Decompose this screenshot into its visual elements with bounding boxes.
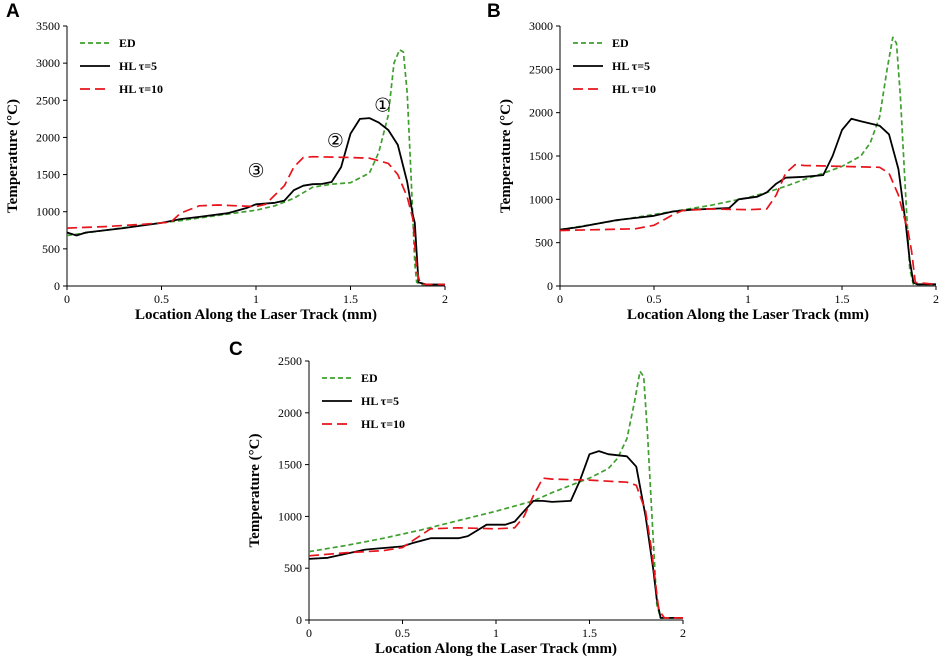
panel-label-c: C (229, 339, 243, 360)
x-tick-label-a: 1 (253, 292, 259, 306)
y-tick-label-a: 0 (54, 279, 60, 293)
y-tick-label-b: 3000 (529, 19, 553, 33)
y-tick-label-a: 500 (42, 242, 60, 256)
legend-label-c-0: ED (361, 371, 378, 385)
series-line-c-1 (308, 450, 683, 619)
x-tick-label-c: 1 (493, 626, 499, 640)
y-axis-label-b: Temperature (°C) (498, 99, 514, 213)
x-tick-label-b: 1.5 (835, 292, 850, 306)
x-tick-label-a: 0.5 (154, 292, 169, 306)
legend-label-b-1: HL τ=5 (612, 59, 650, 73)
x-tick-label-c: 0.5 (395, 626, 410, 640)
y-tick-label-a: 3000 (36, 56, 60, 70)
series-line-a-0 (66, 48, 445, 286)
panel-label-a: A (6, 1, 20, 22)
x-axis-label-c: Location Along the Laser Track (mm) (375, 641, 617, 657)
legend-label-a-2: HL τ=10 (119, 82, 163, 96)
legend-label-c-1: HL τ=5 (361, 394, 399, 408)
y-tick-label-c: 0 (296, 613, 302, 627)
y-tick-label-a: 1500 (36, 168, 60, 182)
y-tick-label-c: 500 (284, 561, 302, 575)
annotation-a-1: ② (327, 131, 344, 152)
x-tick-label-a: 1.5 (343, 292, 358, 306)
y-tick-label-a: 1000 (36, 205, 60, 219)
x-tick-label-b: 1 (745, 292, 751, 306)
y-tick-label-b: 2500 (529, 62, 553, 76)
y-tick-label-b: 2000 (529, 106, 553, 120)
series-line-a-1 (66, 117, 445, 286)
legend-label-b-2: HL τ=10 (612, 82, 656, 96)
x-axis-label-b: Location Along the Laser Track (mm) (627, 307, 869, 323)
x-tick-label-c: 0 (306, 626, 312, 640)
y-tick-label-c: 2500 (278, 354, 302, 368)
series-line-a-2 (66, 155, 445, 286)
x-axis-label-a: Location Along the Laser Track (mm) (135, 307, 377, 323)
series-line-b-2 (559, 163, 937, 286)
y-axis-label-c: Temperature (°C) (247, 434, 263, 548)
y-tick-label-b: 0 (547, 279, 553, 293)
x-tick-label-a: 2 (442, 292, 448, 306)
annotation-a-2: ③ (247, 161, 264, 182)
series-line-b-0 (559, 36, 936, 286)
x-tick-label-b: 0 (557, 292, 563, 306)
x-tick-label-b: 2 (933, 292, 939, 306)
y-tick-label-b: 1500 (529, 149, 553, 163)
panel-label-b: B (487, 1, 501, 22)
x-tick-label-a: 0 (64, 292, 70, 306)
legend-label-a-0: ED (119, 36, 136, 50)
y-tick-label-a: 2500 (36, 93, 60, 107)
y-tick-label-c: 2000 (278, 406, 302, 420)
legend-label-b-0: ED (612, 36, 629, 50)
series-line-c-0 (308, 370, 683, 619)
y-tick-label-c: 1000 (278, 509, 302, 523)
x-tick-label-c: 2 (680, 626, 686, 640)
y-tick-label-b: 1000 (529, 192, 553, 206)
series-line-b-1 (559, 117, 936, 286)
legend-label-a-1: HL τ=5 (119, 59, 157, 73)
series-line-c-2 (308, 477, 683, 619)
legend-label-c-2: HL τ=10 (361, 417, 405, 431)
x-tick-label-b: 0.5 (647, 292, 662, 306)
x-tick-label-c: 1.5 (582, 626, 597, 640)
y-tick-label-a: 2000 (36, 130, 60, 144)
y-axis-label-a: Temperature (°C) (5, 99, 21, 213)
annotation-a-0: ① (374, 95, 391, 116)
y-tick-label-c: 1500 (278, 458, 302, 472)
y-tick-label-a: 3500 (36, 19, 60, 33)
y-tick-label-b: 500 (535, 236, 553, 250)
